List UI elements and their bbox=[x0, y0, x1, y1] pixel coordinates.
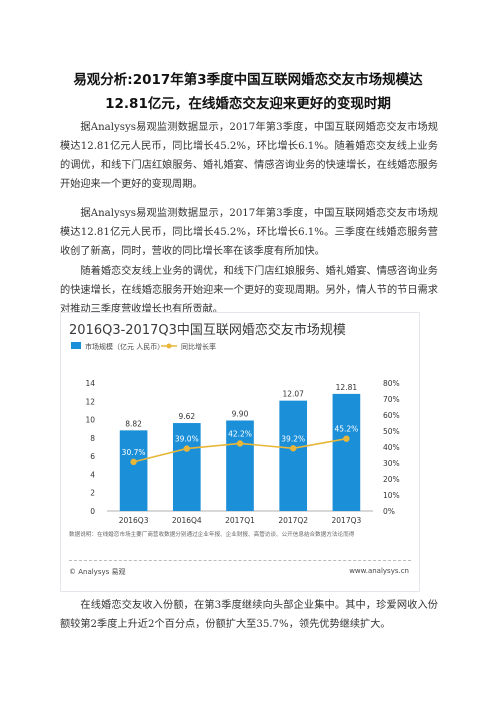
bar bbox=[172, 423, 201, 511]
legend-label-bar: 市场规模（亿元 人民币） bbox=[85, 342, 164, 351]
paragraph-4: 在线婚恋交友收入份额，在第3季度继续向头部企业集中。其中，珍爱网收入份额较第2季… bbox=[60, 600, 438, 630]
x-tick-label: 2016Q4 bbox=[172, 516, 202, 525]
paragraph-2: 据Analysys易观监测数据显示，2017年第3季度，中国互联网婚恋交友市场规… bbox=[60, 208, 438, 257]
legend-swatch-bar bbox=[71, 342, 81, 349]
y-right-tick-label: 0% bbox=[383, 507, 395, 516]
bar-value-label: 12.81 bbox=[336, 383, 358, 392]
legend-marker-line bbox=[166, 343, 172, 349]
paragraph-3: 随着婚恋交友线上业务的调优，和线下门店红娘服务、婚礼婚宴、情感咨询业务的快速增长… bbox=[60, 266, 438, 315]
line-point bbox=[343, 435, 350, 442]
line-point bbox=[236, 440, 244, 447]
bar-value-label: 12.07 bbox=[282, 390, 304, 399]
chart-note: 数据说明：在线婚恋市场主要厂商营收数据分别通过企业年报、企业财报、高管访谈、公开… bbox=[69, 532, 355, 538]
y-left-tick-label: 10 bbox=[85, 416, 95, 425]
y-left-tick-label: 0 bbox=[90, 507, 95, 516]
y-right-tick-label: 80% bbox=[383, 379, 400, 388]
article-title: 易观分析:2017年第3季度中国互联网婚恋交友市场规模达12.81亿元，在线婚恋… bbox=[73, 72, 423, 112]
paragraph-1: 据Analysys易观监测数据显示，2017年第3季度，中国互联网婚恋交友市场规… bbox=[60, 122, 438, 190]
y-right-tick-label: 40% bbox=[383, 443, 400, 452]
chart-canvas: 市场规模（亿元 人民币） 同比增长率 0 2 4 6 8 10 12 14 0% 10% 20% 30% 4… bbox=[71, 342, 400, 525]
bar-value-label: 8.82 bbox=[125, 419, 142, 428]
bar bbox=[279, 400, 308, 511]
y-left-tick-label: 2 bbox=[90, 489, 95, 498]
line-value-label: 30.7% bbox=[122, 448, 146, 457]
y-right-tick-label: 20% bbox=[383, 475, 400, 484]
bar-value-label: 9.90 bbox=[232, 409, 249, 418]
bar bbox=[226, 420, 254, 511]
x-tick-label: 2017Q3 bbox=[332, 516, 362, 525]
line-value-label: 45.2% bbox=[334, 425, 358, 434]
chart-figure: 2016Q3-2017Q3中国互联网婚恋交友市场规模 市场规模（亿元 人民币） 同… bbox=[60, 312, 420, 592]
y-left-tick-label: 6 bbox=[90, 452, 95, 461]
y-left-tick-label: 14 bbox=[85, 379, 95, 388]
line-value-label: 39.2% bbox=[281, 434, 305, 443]
bar-value-label: 9.62 bbox=[178, 412, 195, 421]
line-value-label: 39.0% bbox=[175, 435, 199, 444]
chart-source-logo: © Analysys 易观 bbox=[69, 568, 126, 576]
y-right-tick-label: 50% bbox=[383, 427, 400, 436]
y-right-tick-label: 30% bbox=[383, 459, 400, 468]
y-right-tick-label: 10% bbox=[383, 491, 400, 500]
y-left-tick-label: 8 bbox=[90, 434, 95, 443]
legend-label-line: 同比增长率 bbox=[181, 342, 216, 351]
x-tick-label: 2017Q2 bbox=[278, 516, 308, 525]
y-left-tick-label: 12 bbox=[85, 397, 95, 406]
y-right-tick-label: 70% bbox=[383, 395, 400, 404]
line-point bbox=[130, 458, 137, 466]
y-left-tick-label: 4 bbox=[90, 470, 95, 479]
line-point bbox=[183, 445, 190, 452]
bar bbox=[119, 430, 148, 511]
chart-divider bbox=[69, 560, 411, 561]
chart-title: 2016Q3-2017Q3中国互联网婚恋交友市场规模 bbox=[69, 323, 346, 338]
x-tick-label: 2016Q3 bbox=[119, 516, 149, 525]
chart-source-url: www.analysys.cn bbox=[349, 567, 409, 575]
line-point bbox=[290, 445, 297, 452]
x-tick-label: 2017Q1 bbox=[225, 516, 255, 525]
y-right-tick-label: 60% bbox=[383, 411, 400, 420]
line-value-label: 42.2% bbox=[228, 429, 252, 438]
bar bbox=[332, 393, 361, 511]
